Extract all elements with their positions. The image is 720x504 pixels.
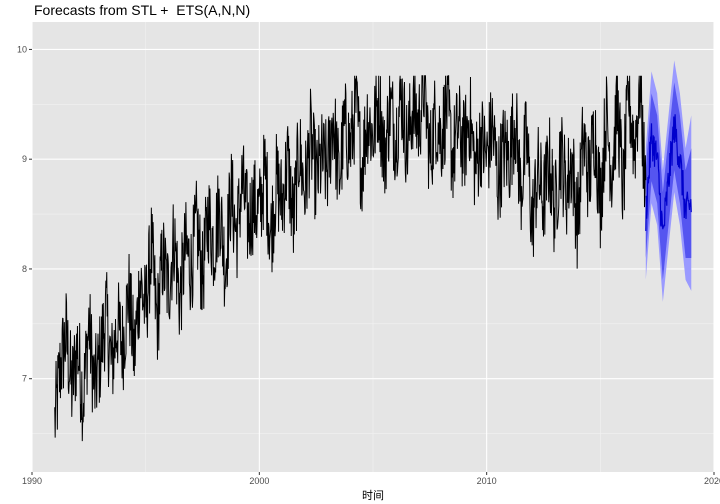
x-tick-label: 2010	[477, 476, 497, 486]
y-tick-label: 9	[22, 154, 27, 164]
y-tick-label: 7	[22, 374, 27, 384]
chart-title: Forecasts from STL + ETS(A,N,N)	[34, 2, 251, 18]
x-tick-label: 2020	[704, 476, 720, 486]
x-axis-label: 时间	[362, 490, 384, 502]
x-tick-label: 2000	[249, 476, 269, 486]
series-lines	[54, 75, 692, 442]
forecast-mean-line	[645, 114, 692, 231]
y-tick-label: 8	[22, 264, 27, 274]
x-tick-label: 1990	[22, 476, 42, 486]
observed-series-line	[54, 75, 647, 442]
y-tick-label: 10	[17, 44, 27, 54]
axes: 1990 2000 2010 2020 7 8 9 10	[17, 44, 720, 486]
